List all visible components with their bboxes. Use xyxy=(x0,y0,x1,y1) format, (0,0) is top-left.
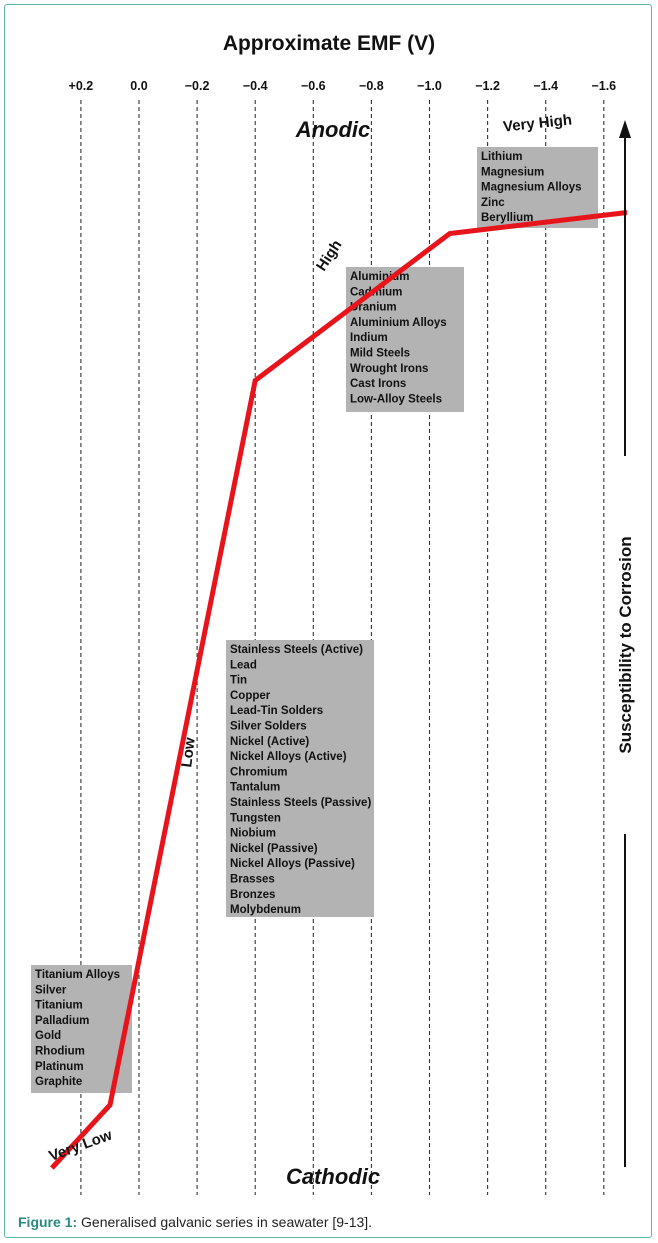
anodic-label: Anodic xyxy=(295,117,371,142)
material-name: Nickel (Active) xyxy=(230,736,309,748)
x-tick-label: −0.8 xyxy=(359,79,384,93)
figure-frame xyxy=(4,4,652,1238)
susceptibility-label: Susceptibility to Corrosion xyxy=(616,536,635,753)
material-name: Zinc xyxy=(481,197,505,209)
x-tick-label: −0.6 xyxy=(301,79,326,93)
material-name: Magnesium Alloys xyxy=(481,182,582,194)
material-name: Nickel Alloys (Passive) xyxy=(230,858,355,870)
material-name: Silver xyxy=(35,984,67,996)
material-name: Titanium Alloys xyxy=(35,969,120,981)
x-tick-labels: +0.2 0.0 −0.2 −0.4 −0.6 −0.8 −1.0 −1.2 −1.4 −1.6 xyxy=(69,79,617,93)
zone-label-very-high: Very High xyxy=(502,111,573,135)
material-box-bg xyxy=(346,267,464,412)
chart-title: Approximate EMF (V) xyxy=(223,32,435,55)
zone-label-high: High xyxy=(313,237,345,274)
material-name: Bronzes xyxy=(230,889,275,901)
material-box-low: Stainless Steels (Active) Lead Tin Copper Le… xyxy=(226,640,374,917)
material-name: Tin xyxy=(230,675,247,687)
galvanic-series-chart: Approximate EMF (V) +0.2 0.0 −0.2 −0.4 −0.6 −… xyxy=(31,32,635,1195)
x-tick-label: −0.2 xyxy=(185,79,210,93)
material-name: Platinum xyxy=(35,1061,84,1073)
zone-label-low: Low xyxy=(178,736,199,768)
x-tick-label: +0.2 xyxy=(69,79,94,93)
material-name: Chromium xyxy=(230,766,288,778)
material-name: Magnesium xyxy=(481,166,544,178)
x-tick-label: −1.4 xyxy=(533,79,558,93)
material-name: Stainless Steels (Passive) xyxy=(230,797,371,809)
material-name: Lead xyxy=(230,659,257,671)
material-name: Uranium xyxy=(350,302,397,314)
material-name: Lithium xyxy=(481,151,523,163)
x-tick-label: −1.2 xyxy=(475,79,500,93)
material-name: Mild Steels xyxy=(350,348,410,360)
material-name: Tantalum xyxy=(230,782,280,794)
material-name: Beryllium xyxy=(481,212,533,224)
material-name: Wrought Irons xyxy=(350,363,428,375)
cathodic-label: Cathodic xyxy=(286,1164,380,1189)
figure-caption: Figure 1: Generalised galvanic series in… xyxy=(18,1214,638,1230)
material-name: Gold xyxy=(35,1030,61,1042)
x-tick-label: −0.4 xyxy=(243,79,268,93)
material-boxes: Lithium Magnesium Magnesium Alloys Zinc Bery… xyxy=(31,147,598,1093)
material-name: Brasses xyxy=(230,874,275,886)
material-name: Lead-Tin Solders xyxy=(230,705,323,717)
material-name: Palladium xyxy=(35,1015,89,1027)
material-box-very-high: Lithium Magnesium Magnesium Alloys Zinc Bery… xyxy=(477,147,598,228)
material-name: Nickel (Passive) xyxy=(230,843,318,855)
susceptibility-arrow xyxy=(619,120,631,1167)
x-tick-label: −1.0 xyxy=(417,79,442,93)
material-name: Low-Alloy Steels xyxy=(350,393,442,405)
material-name: Indium xyxy=(350,332,388,344)
material-name: Tungsten xyxy=(230,812,281,824)
material-name: Cadmium xyxy=(350,286,402,298)
material-name: Stainless Steels (Active) xyxy=(230,644,363,656)
material-name: Nickel Alloys (Active) xyxy=(230,751,347,763)
material-name: Graphite xyxy=(35,1076,82,1088)
material-box-bg xyxy=(477,147,598,228)
material-name: Aluminium Alloys xyxy=(350,317,447,329)
material-name: Rhodium xyxy=(35,1046,85,1058)
x-tick-label: −1.6 xyxy=(591,79,616,93)
material-name: Copper xyxy=(230,690,271,702)
material-name: Cast Irons xyxy=(350,378,406,390)
material-name: Titanium xyxy=(35,1000,83,1012)
material-name: Silver Solders xyxy=(230,721,307,733)
material-name: Niobium xyxy=(230,828,276,840)
corrosion-series-line xyxy=(50,210,628,1170)
material-box-bg xyxy=(226,640,374,917)
material-name: Molybdenum xyxy=(230,904,301,916)
caption-label: Figure 1: xyxy=(18,1214,78,1230)
x-tick-label: 0.0 xyxy=(130,79,147,93)
caption-text: Generalised galvanic series in seawater … xyxy=(81,1214,373,1230)
